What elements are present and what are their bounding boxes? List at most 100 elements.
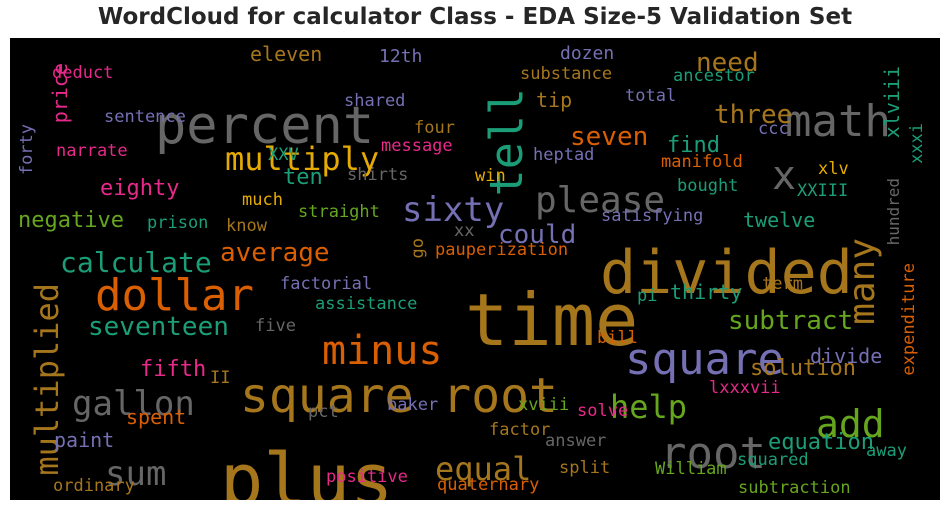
word-hundred: hundred	[884, 178, 903, 245]
word-narrate: narrate	[56, 141, 128, 161]
word-xx: xx	[454, 221, 474, 241]
word-expenditure: expenditure	[899, 263, 919, 376]
word-pct: pct	[308, 402, 339, 422]
word-paint: paint	[54, 428, 114, 452]
word-assistance: assistance	[315, 294, 417, 314]
word-satisfying: satisfying	[601, 206, 703, 226]
chart-title: WordCloud for calculator Class - EDA Siz…	[97, 4, 853, 30]
word-quaternary: quaternary	[437, 475, 539, 495]
word-subtract: subtract	[728, 306, 853, 336]
word-plus: plus	[220, 438, 393, 500]
word-ii: II	[210, 368, 230, 388]
word-please: please	[535, 180, 665, 221]
word-solution: solution	[750, 356, 856, 381]
word-deduct: deduct	[52, 63, 113, 83]
word-xxxi: xxxi	[907, 123, 927, 164]
word-three: three	[714, 100, 792, 130]
word-xxv: XXV	[268, 145, 299, 165]
word-math: math	[785, 96, 891, 147]
word-many: many	[842, 238, 883, 325]
word-total: total	[625, 86, 676, 106]
word-gallon: gallon	[72, 384, 195, 424]
word-xxiii: XXIII	[797, 181, 848, 201]
word-bill: bill	[597, 328, 638, 348]
wordcloud-canvas: percent math tell multiply x please sixty divid…	[10, 38, 940, 500]
word-equal: equal	[435, 450, 531, 488]
word-minus: minus	[322, 328, 442, 374]
word-eleven: eleven	[250, 42, 322, 66]
word-thirty: thirty	[670, 280, 742, 304]
word-shared: shared	[344, 91, 405, 111]
word-sentence: sentence	[104, 107, 186, 127]
word-multiplied: multiplied	[28, 283, 66, 476]
word-pauperization: pauperization	[435, 240, 568, 260]
word-time: time	[465, 278, 638, 362]
word-shirts: shirts	[347, 165, 408, 185]
word-factor: factor	[489, 420, 550, 440]
word-prison: prison	[147, 213, 208, 233]
word-fifth: fifth	[140, 357, 206, 382]
word-dollar: dollar	[95, 270, 254, 321]
word-could: could	[498, 220, 576, 250]
word-equation: equation	[768, 430, 874, 455]
word-baker: baker	[387, 395, 438, 415]
word-negative: negative	[18, 208, 124, 233]
word-know: know	[226, 216, 268, 236]
word-square-root: square root	[240, 368, 558, 424]
word-answer: answer	[545, 431, 606, 451]
wordcloud-words: percent math tell multiply x please sixty divid…	[17, 42, 927, 500]
word-find: find	[667, 133, 720, 158]
word-split: split	[559, 458, 610, 478]
word-spent: spent	[126, 405, 186, 429]
word-12th: 12th	[379, 46, 422, 67]
word-xviii: xviii	[518, 395, 569, 415]
word-divide: divide	[810, 344, 882, 368]
word-seventeen: seventeen	[88, 312, 229, 342]
word-message: message	[381, 136, 453, 156]
word-xlv: xlv	[818, 159, 849, 179]
word-tell: tell	[480, 88, 533, 196]
word-sum: sum	[105, 454, 166, 494]
word-dozen: dozen	[560, 43, 614, 64]
word-much: much	[242, 190, 283, 210]
word-manifold: manifold	[661, 152, 743, 172]
word-forty: forty	[17, 124, 37, 175]
word-seven: seven	[570, 122, 648, 152]
word-divided: divided	[600, 238, 853, 308]
word-eighty: eighty	[100, 176, 179, 201]
wordcloud-background	[10, 38, 940, 500]
word-xlviii: xlviii	[880, 66, 904, 138]
word-calculate: calculate	[60, 246, 212, 279]
word-squared: squared	[737, 450, 809, 470]
word-pi: pi	[637, 286, 657, 306]
word-ancestor: ancestor	[673, 66, 755, 86]
word-percent: percent	[155, 96, 374, 156]
word-twelve: twelve	[743, 208, 815, 232]
word-solve: solve	[577, 401, 628, 421]
word-heptad: heptad	[533, 145, 594, 165]
word-term: term	[762, 274, 803, 294]
word-sixty: sixty	[402, 190, 504, 230]
word-ordinary: ordinary	[53, 476, 135, 496]
word-square: square	[625, 334, 784, 385]
word-add: add	[816, 402, 885, 446]
word-x: x	[772, 153, 796, 199]
word-substance: substance	[520, 64, 612, 84]
word-four: four	[414, 118, 455, 138]
word-five: five	[255, 316, 296, 336]
word-need: need	[696, 48, 759, 78]
word-bought: bought	[677, 176, 738, 196]
word-price: price	[48, 63, 72, 123]
word-win: win	[475, 166, 506, 186]
word-tip: tip	[536, 88, 572, 112]
word-away: away	[866, 441, 907, 461]
word-positive: positive	[326, 467, 408, 487]
word-root: root	[660, 428, 766, 479]
word-help: help	[610, 388, 687, 426]
word-factorial: factorial	[280, 274, 372, 294]
word-william: William	[655, 459, 727, 479]
word-multiply: multiply	[225, 140, 379, 178]
word-go: go	[408, 238, 428, 258]
word-ten: ten	[283, 165, 323, 190]
word-ccc: ccc	[758, 119, 789, 139]
